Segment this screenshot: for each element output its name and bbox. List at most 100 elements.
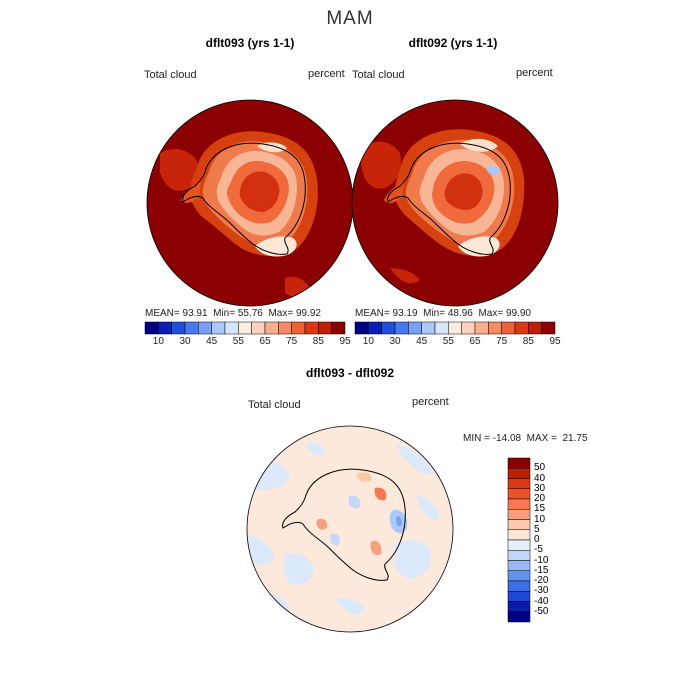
colorbar-swatch [421,321,436,335]
colorbar-swatch [368,321,382,335]
diff-colorbar-tick-label: 5 [534,523,540,535]
diff-colorbar-swatch [507,468,531,479]
colorbar-tick-label: 10 [152,336,164,347]
colorbar-swatch [541,321,556,335]
diff-colorbar-ticks: 50 40 30 20 15 10 5 0 -5 -10 -15 -20 -30 -40 -50 [534,458,574,622]
colorbar-swatch [501,321,516,335]
panel-2-min: 48.96 [447,308,473,319]
panel-1-max: 99.92 [295,308,321,319]
colorbar-tick-label: 75 [496,336,508,347]
diff-panel-units-label: percent [412,396,449,408]
colorbar-swatch [461,321,476,335]
panel-2-variable-label: Total cloud [352,69,405,81]
colorbar-swatch [251,321,266,335]
diff-panel-variable-label: Total cloud [248,399,301,411]
panel-1-colorbar-ticks: 10 30 45 55 65 75 85 95 [145,336,351,350]
colorbar-swatch [171,321,186,335]
diff-colorbar-swatch [507,509,531,520]
diff-colorbar-swatch [507,570,531,582]
colorbar-swatch [448,321,462,335]
diff-colorbar-swatch [507,457,531,469]
panel-2-units-label: percent [516,67,553,79]
diff-colorbar-tick-label: 15 [534,503,546,515]
colorbar-swatch [144,321,159,335]
panel-2-max: 99.90 [505,308,531,319]
diff-colorbar-swatch [507,550,531,561]
colorbar-swatch [381,321,396,335]
colorbar-tick-label: 65 [469,336,481,347]
colorbar-tick-label: 95 [339,336,351,347]
diff-colorbar-swatch [507,580,531,592]
diff-colorbar-swatch [507,560,531,571]
diff-colorbar-swatch [507,611,531,623]
colorbar-tick-label: 75 [286,336,298,347]
colorbar-swatch [158,321,172,335]
diff-colorbar-swatch [507,591,531,602]
panel-1-colorbar [144,321,346,335]
panel-1-min: 55.76 [237,308,263,319]
colorbar-tick-label: 55 [232,336,244,347]
diff-colorbar [507,457,531,623]
diff-colorbar-tick-label: 30 [534,482,546,494]
colorbar-swatch [278,321,292,335]
colorbar-swatch [394,321,409,335]
diff-colorbar-swatch [507,498,531,510]
colorbar-swatch [354,321,369,335]
diff-colorbar-tick-label: -10 [534,554,549,566]
diff-colorbar-tick-label: -5 [534,544,543,556]
diff-colorbar-tick-label: 10 [534,513,546,525]
diff-colorbar-tick-label: 0 [534,534,540,545]
diff-colorbar-tick-label: -15 [534,564,549,576]
figure-title: MAM [326,8,374,29]
panel-1-mean: 93.91 [182,308,208,319]
colorbar-tick-label: 10 [362,336,374,347]
colorbar-tick-label: 85 [522,336,534,347]
diff-colorbar-tick-label: 20 [534,493,546,504]
colorbar-tick-label: 45 [416,336,428,347]
colorbar-swatch [434,321,449,335]
colorbar-swatch [474,321,489,335]
colorbar-tick-label: 85 [312,336,324,347]
diff-colorbar-swatch [507,601,531,612]
panel-2-map [351,99,559,307]
colorbar-tick-label: 55 [442,336,454,347]
colorbar-swatch [211,321,226,335]
panel-1-stats: MEAN= 93.91 Min= 55.76 Max= 99.92 [145,308,321,319]
panel-2-stats: MEAN= 93.19 Min= 48.96 Max= 99.90 [355,308,531,319]
colorbar-tick-label: 30 [179,336,191,347]
colorbar-swatch [304,321,319,335]
diff-colorbar-swatch [507,529,531,541]
diff-panel-map [246,425,454,633]
panel-1-title: dflt093 (yrs 1-1) [205,36,295,50]
colorbar-tick-label: 65 [259,336,271,347]
panel-2-colorbar-ticks: 10 30 45 55 65 75 85 95 [355,336,561,350]
panel-2-title: dflt092 (yrs 1-1) [408,36,498,50]
panel-1-map [146,99,354,307]
colorbar-swatch [264,321,279,335]
diff-colorbar-tick-label: -40 [534,595,549,607]
colorbar-tick-label: 30 [389,336,401,347]
diff-colorbar-tick-label: -50 [534,605,549,617]
colorbar-swatch [238,321,252,335]
colorbar-swatch [528,321,542,335]
panel-1-variable-label: Total cloud [144,69,197,81]
diff-colorbar-tick-label: -30 [534,585,549,597]
colorbar-tick-label: 45 [206,336,218,347]
diff-colorbar-swatch [507,539,531,551]
diff-colorbar-tick-label: -20 [534,575,549,586]
colorbar-swatch [198,321,212,335]
colorbar-swatch [408,321,422,335]
diff-panel-title: dflt093 - dflt092 [305,366,395,380]
colorbar-swatch [514,321,529,335]
diff-colorbar-tick-label: 50 [534,462,546,474]
colorbar-swatch [331,321,346,335]
diff-colorbar-swatch [507,519,531,530]
colorbar-swatch [291,321,306,335]
diff-colorbar-tick-label: 40 [534,472,546,484]
diff-colorbar-swatch [507,488,531,500]
colorbar-swatch [224,321,239,335]
colorbar-tick-label: 95 [549,336,561,347]
diff-panel-stats: MIN = -14.08 MAX = 21.75 [463,433,588,444]
panel-2-colorbar [354,321,556,335]
diff-colorbar-swatch [507,478,531,489]
